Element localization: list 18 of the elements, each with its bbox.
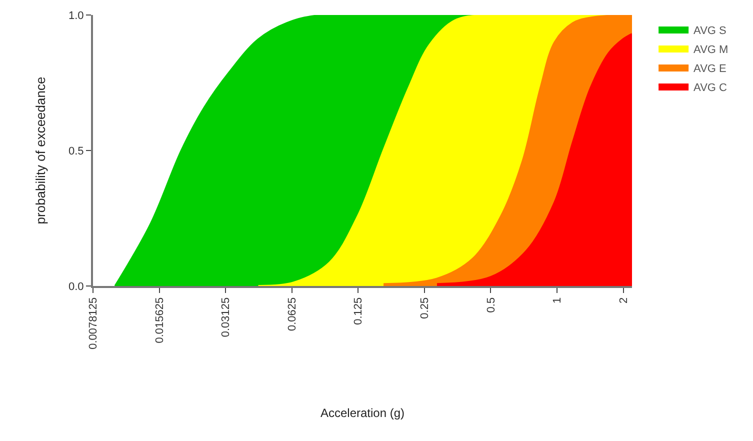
y-tick-label: 1.0 bbox=[68, 10, 84, 22]
x-tick-label: 0.0625 bbox=[286, 297, 298, 332]
legend-label: AVG C bbox=[694, 82, 728, 94]
x-tick-label: 0.5 bbox=[485, 297, 498, 313]
legend-label: AVG E bbox=[694, 62, 726, 75]
legend-label: AVG M bbox=[694, 44, 728, 56]
x-tick-label: 0.03125 bbox=[220, 297, 232, 338]
legend-label: AVG S bbox=[694, 24, 726, 37]
x-tick-label: 0.015625 bbox=[154, 297, 166, 344]
x-tick-label: 1 bbox=[552, 297, 564, 304]
x-tick-label: 0.125 bbox=[352, 297, 365, 325]
y-axis-title: probability of exceedance bbox=[32, 76, 48, 224]
x-axis-title: Acceleration (g) bbox=[320, 406, 405, 420]
y-tick-label: 0.5 bbox=[68, 145, 84, 158]
x-tick-label: 0.25 bbox=[419, 297, 432, 319]
y-tick-label: 0.0 bbox=[68, 280, 84, 293]
x-tick-label: 2 bbox=[618, 297, 630, 304]
x-tick-label: 0.0078125 bbox=[88, 297, 100, 350]
